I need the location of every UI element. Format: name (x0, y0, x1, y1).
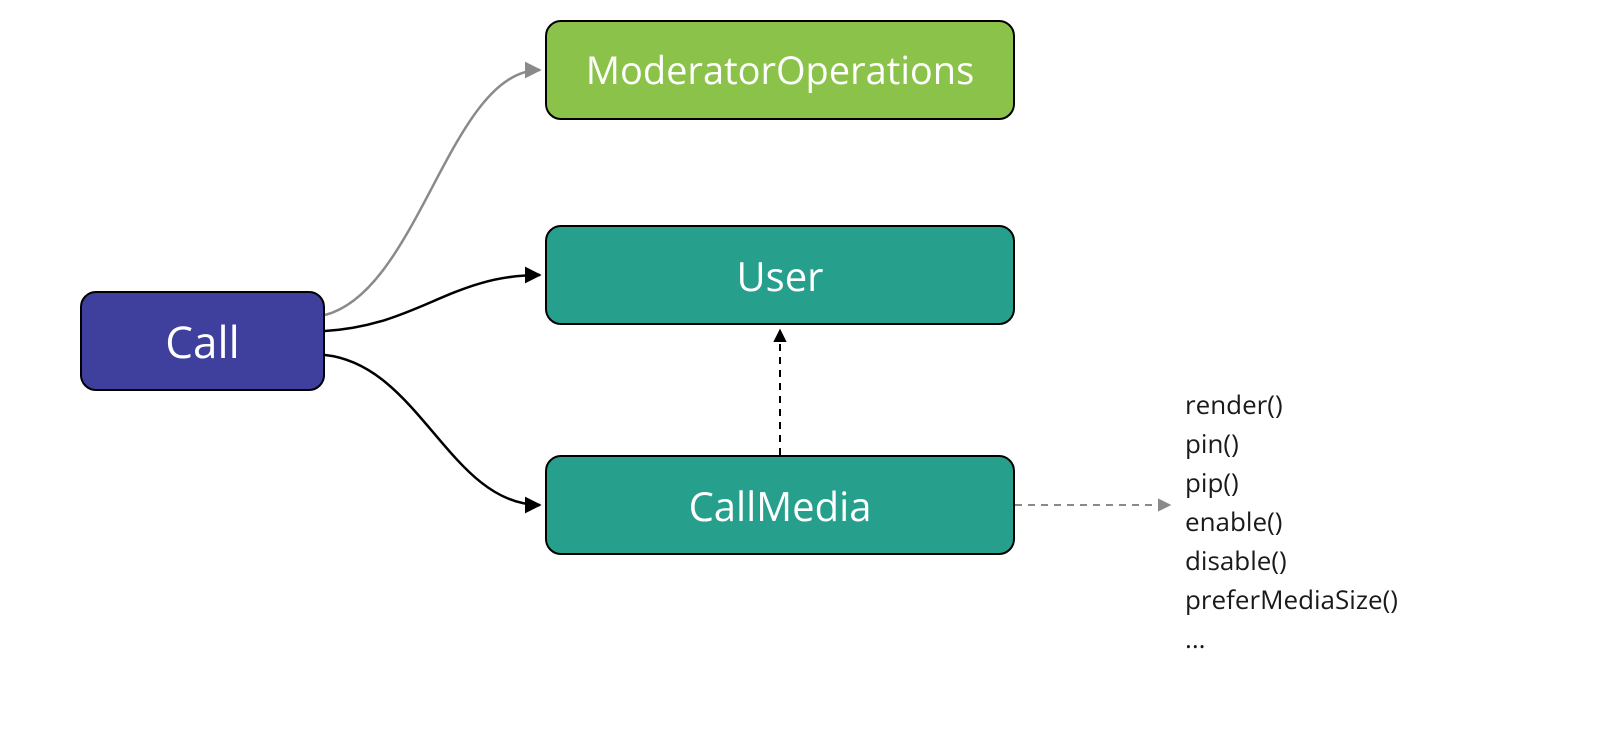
node-callmedia: CallMedia (545, 455, 1015, 555)
method-item: disable() (1185, 541, 1398, 580)
edge-call-to-moderator (325, 70, 540, 315)
node-moderator-label: ModeratorOperations (586, 44, 974, 96)
node-user: User (545, 225, 1015, 325)
node-call: Call (80, 291, 325, 391)
node-moderator-operations: ModeratorOperations (545, 20, 1015, 120)
node-call-label: Call (165, 311, 239, 371)
edge-call-to-user (325, 275, 540, 331)
node-callmedia-label: CallMedia (689, 478, 872, 533)
methods-list: render() pin() pip() enable() disable() … (1185, 385, 1398, 658)
edge-call-to-callmedia (325, 355, 540, 505)
method-item: preferMediaSize() (1185, 580, 1398, 619)
method-item: render() (1185, 385, 1398, 424)
method-item: pip() (1185, 463, 1398, 502)
method-item: pin() (1185, 424, 1398, 463)
method-item: enable() (1185, 502, 1398, 541)
method-item: ... (1185, 619, 1398, 658)
node-user-label: User (736, 248, 823, 303)
